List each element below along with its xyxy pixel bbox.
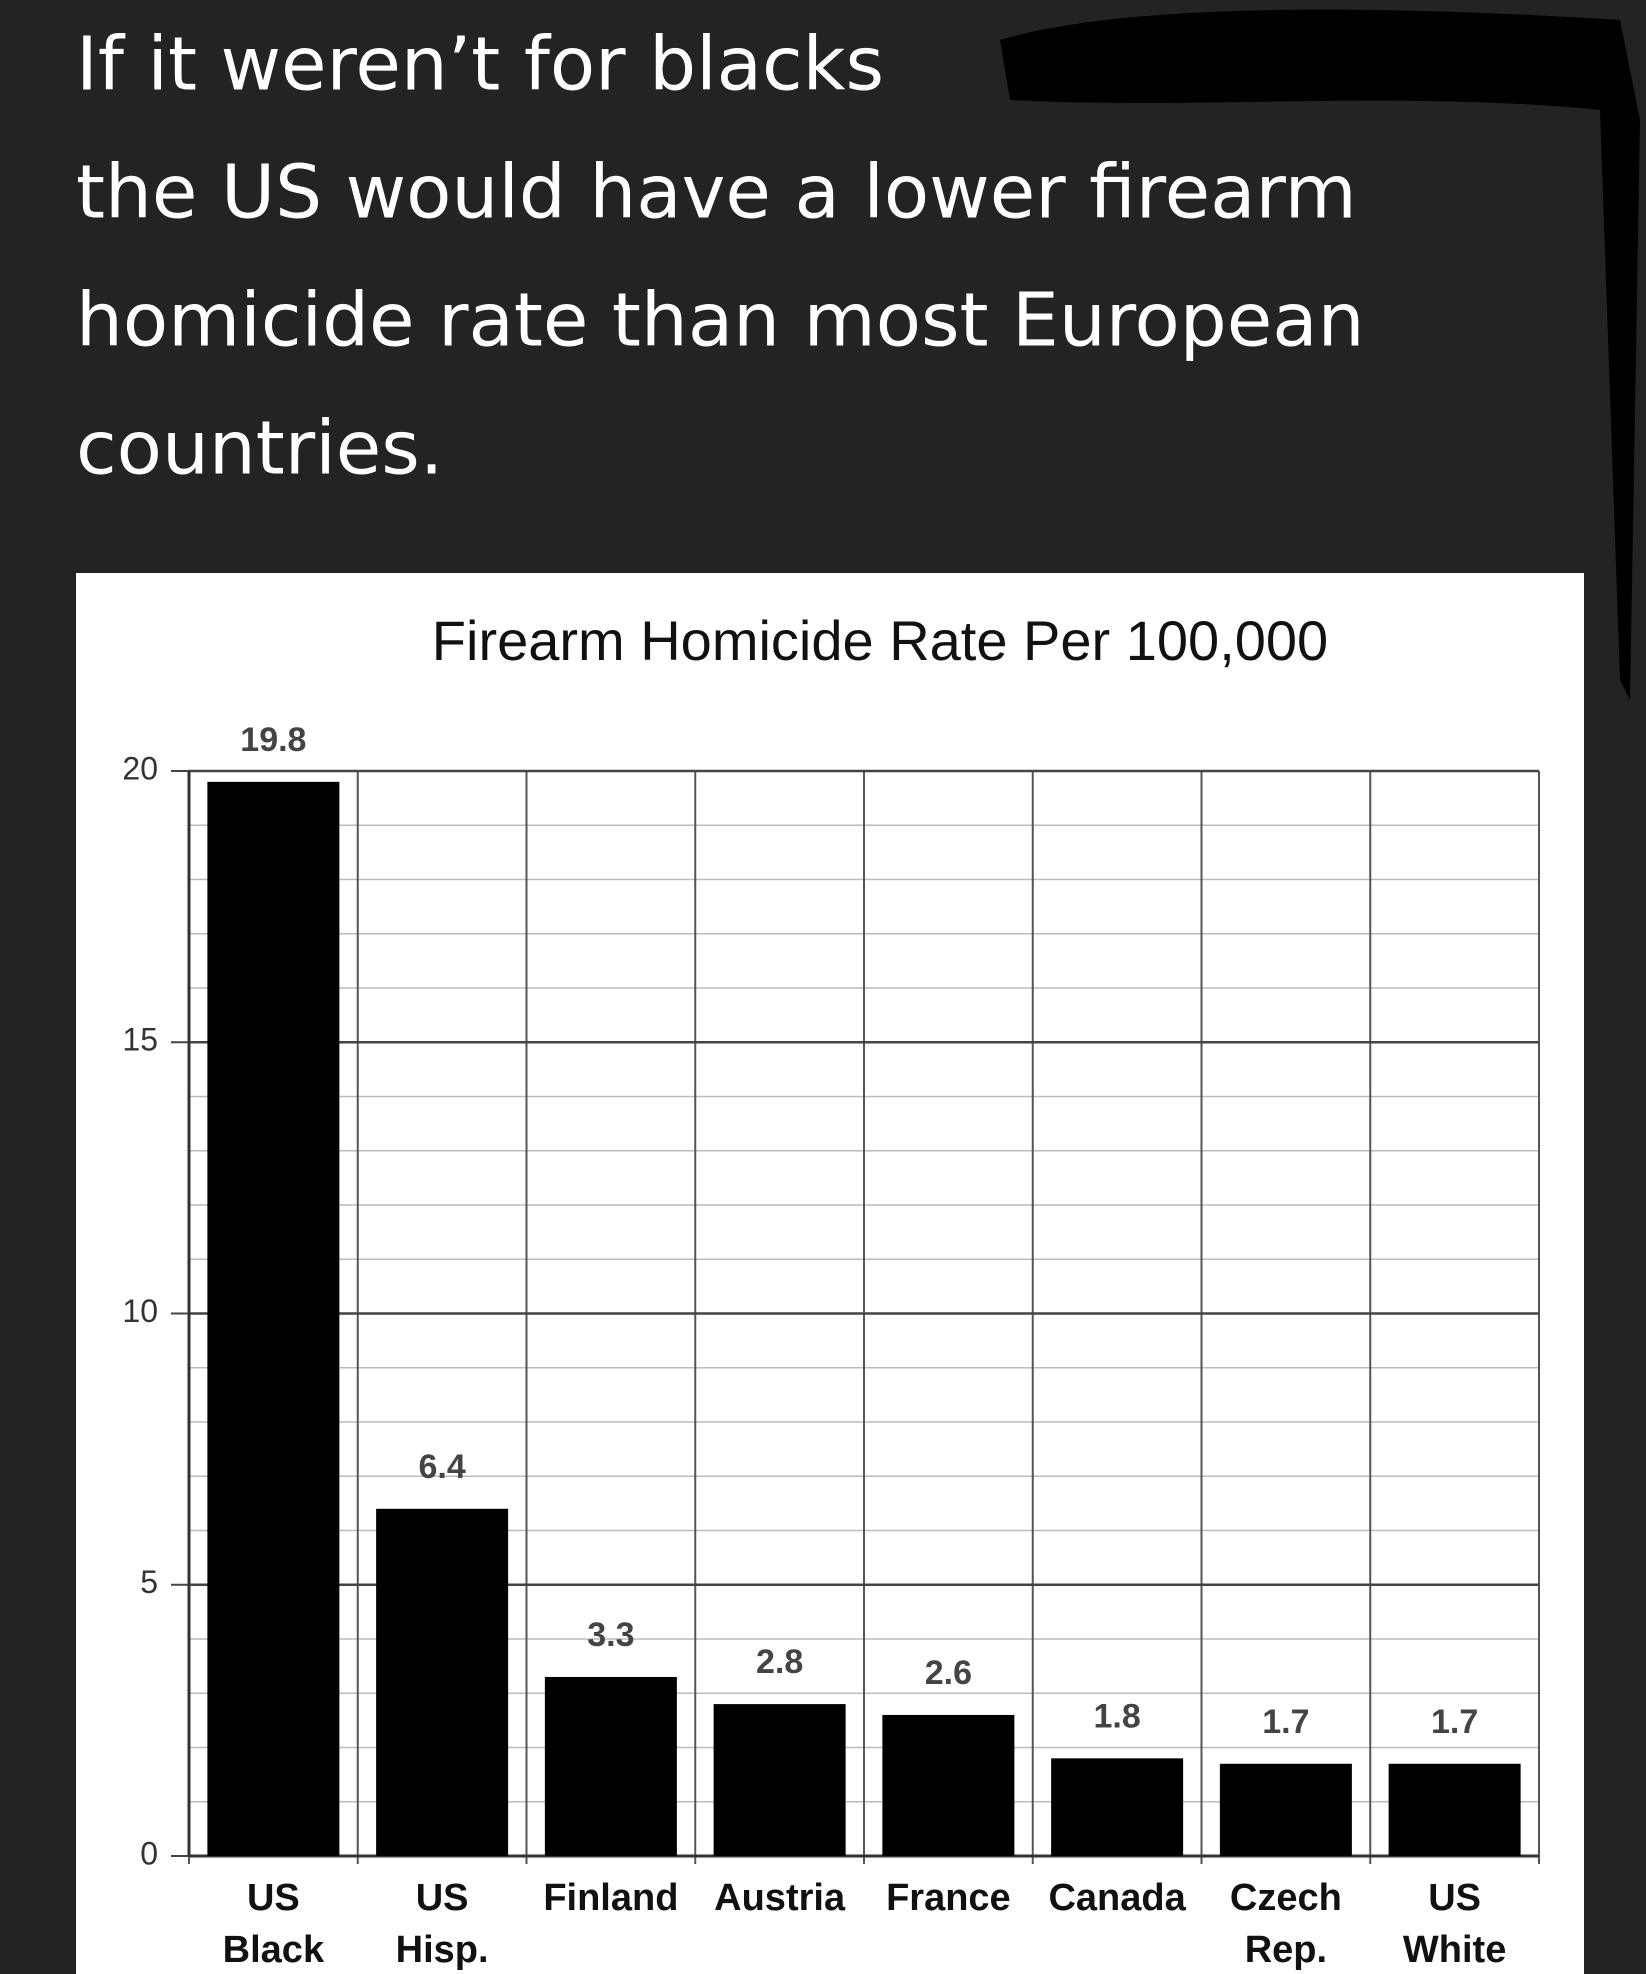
y-tick-label: 5 <box>140 1564 158 1600</box>
redaction <box>1000 9 1640 701</box>
bar <box>1219 1763 1352 1856</box>
x-tick-label: US Black <box>223 1877 325 1971</box>
caption: If it weren’t for blacks the US would hav… <box>76 22 1365 492</box>
value-label: 1.8 <box>1093 1697 1140 1735</box>
y-tick-label: 10 <box>122 1293 158 1329</box>
bar <box>882 1714 1015 1856</box>
chart-title: Firearm Homicide Rate Per 100,000 <box>432 609 1328 672</box>
x-tick-label: Finland <box>543 1877 678 1919</box>
x-tick-label: France <box>886 1877 1011 1919</box>
caption-line: If it weren’t for blacks <box>76 22 884 108</box>
value-label: 19.8 <box>240 721 306 759</box>
bar <box>207 781 340 1856</box>
value-label: 6.4 <box>418 1448 465 1486</box>
x-tick-label: Canada <box>1048 1877 1186 1919</box>
x-tick-label: Czech Rep. <box>1230 1877 1342 1971</box>
value-label: 2.8 <box>756 1643 803 1681</box>
bar <box>1388 1763 1521 1856</box>
caption-line: the US would have a lower firearm <box>76 150 1357 236</box>
value-label: 2.6 <box>925 1654 972 1692</box>
caption-line: countries. <box>76 406 443 492</box>
y-tick-label: 20 <box>122 750 158 786</box>
bar <box>1051 1758 1184 1856</box>
bar <box>544 1676 677 1856</box>
y-tick-label: 15 <box>122 1022 158 1058</box>
y-tick-label: 0 <box>140 1835 158 1871</box>
value-label: 1.7 <box>1262 1703 1309 1741</box>
bar <box>376 1508 509 1856</box>
value-label: 1.7 <box>1431 1703 1478 1741</box>
caption-line: homicide rate than most European <box>76 278 1365 364</box>
bar <box>713 1704 846 1856</box>
x-tick-label: US White <box>1403 1877 1506 1971</box>
x-tick-label: Austria <box>714 1877 846 1919</box>
value-label: 3.3 <box>587 1616 634 1654</box>
x-tick-label: US Hisp. <box>396 1877 489 1971</box>
